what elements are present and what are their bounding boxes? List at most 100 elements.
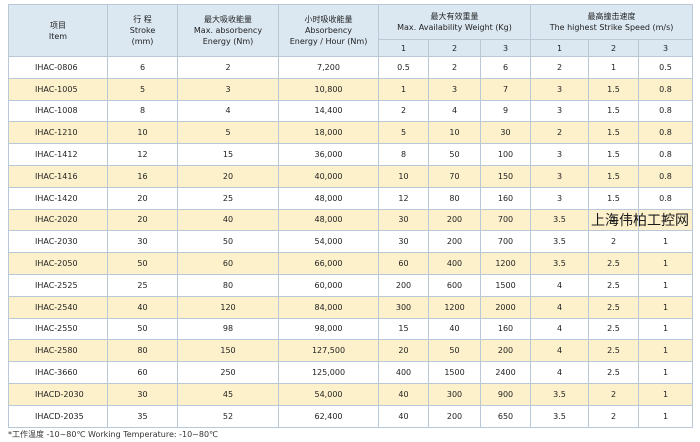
value-cell: 98,000 [278,317,379,341]
value-cell: 30 [378,230,429,254]
value-cell: 3.5 [530,404,590,428]
value-cell: 18,000 [278,121,379,145]
value-cell: 0.8 [638,164,694,188]
value-cell: 1 [638,382,694,406]
value-cell: 5 [107,77,178,101]
value-cell: 3 [530,164,590,188]
footnote: *工作温度 -10~80℃ Working Temperature: -10~8… [8,430,219,439]
subheader-cell: 3 [638,39,694,57]
value-cell: 1.5 [588,164,640,188]
value-cell: 2 [177,56,279,79]
header-line: (mm) [131,37,154,46]
header-cell: 最大有效重量 Max. Availability Weight (Kg) [377,4,532,40]
header-line: 项目 [50,20,66,30]
subheader-cell: 1 [530,39,590,57]
value-cell: 30 [479,121,532,145]
value-cell: 3.5 [530,382,590,406]
header-line: 行 程 [133,15,152,24]
value-cell: 4 [530,361,590,384]
value-cell: 50 [107,317,178,341]
value-cell: 1500 [479,273,532,297]
value-cell: 4 [530,295,590,319]
value-cell: 66,000 [278,252,379,275]
value-cell: 80 [107,339,178,363]
value-cell: 2 [530,121,590,145]
value-cell: 2 [588,382,640,406]
value-cell: 700 [479,208,532,232]
value-cell: 6 [107,56,178,79]
value-cell: 15 [177,143,279,166]
value-cell: 1 [588,56,640,79]
header-cell: 项目 Item [8,4,108,57]
header-line: Item [48,31,68,41]
value-cell: 6 [479,56,532,79]
value-cell: 50 [107,252,178,275]
item-cell: IHAC-1412 [8,143,108,166]
item-cell: IHAC-2540 [8,295,108,319]
item-cell: IHACD-2035 [8,404,108,428]
value-cell: 120 [177,295,279,319]
value-cell: 1 [378,77,429,101]
value-cell: 2.5 [588,273,640,297]
item-cell: IHAC-0806 [8,56,108,79]
header-line: Max. Availability Weight (Kg) [397,23,512,32]
value-cell: 2 [378,99,429,123]
table-row: IHAC-2050 50 60 66,000 60 400 1200 3.5 2.5 1 [8,252,694,275]
value-cell: 20 [107,186,178,210]
value-cell: 1 [638,404,694,428]
value-cell: 7,200 [278,56,379,79]
subheader-cell: 1 [378,39,429,57]
value-cell: 40 [378,382,429,406]
value-cell: 3 [530,77,590,101]
table-row: IHAC-1008 8 4 14,400 2 4 9 3 1.5 0.8 [8,99,694,123]
value-cell: 10 [107,121,178,145]
subheader-cell: 2 [588,39,640,57]
value-cell: 1200 [428,295,481,319]
value-cell: 125,000 [278,361,379,384]
subheader-cell: 2 [428,39,481,57]
value-cell: 45 [177,382,279,406]
table-row: IHAC-1210 10 5 18,000 5 10 30 2 1.5 0.8 [8,121,694,145]
value-cell: 60 [378,252,429,275]
value-cell: 5 [378,121,429,145]
value-cell: 160 [479,317,532,341]
value-cell: 40,000 [278,164,379,188]
value-cell: 1 [638,273,694,297]
value-cell: 0.5 [638,56,694,79]
item-cell: IHAC-2030 [8,230,108,254]
item-cell: IHACD-2030 [8,382,108,406]
value-cell: 1 [638,208,694,232]
table-row: IHAC-2020 20 40 48,000 30 200 700 3.5 2 1 [8,208,694,232]
value-cell: 4 [177,99,279,123]
value-cell: 0.5 [378,56,429,79]
value-cell: 20 [177,164,279,188]
item-cell: IHAC-1005 [8,77,108,101]
header-cell: 行 程 Stroke (mm) [107,4,178,57]
table-row: IHAC-0806 6 2 7,200 0.5 2 6 2 1 0.5 [8,56,694,79]
value-cell: 30 [107,230,178,254]
value-cell: 36,000 [278,143,379,166]
value-cell: 2 [588,230,640,254]
header-line: Absorbency [304,26,353,35]
item-cell: IHAC-1420 [8,186,108,210]
value-cell: 1 [638,317,694,341]
value-cell: 4 [530,273,590,297]
value-cell: 0.8 [638,186,694,210]
value-cell: 50 [428,339,481,363]
value-cell: 4 [530,317,590,341]
value-cell: 12 [107,143,178,166]
value-cell: 1.5 [588,186,640,210]
value-cell: 160 [479,186,532,210]
header-line: 小时吸收能量 [304,15,353,24]
header-cell: 最大吸收能量 Max. absorbency Energy (Nm) [177,4,279,57]
value-cell: 10 [428,121,481,145]
table-row: IHAC-2030 30 50 54,000 30 200 700 3.5 2 1 [8,230,694,254]
value-cell: 2.5 [588,252,640,275]
value-cell: 10 [378,164,429,188]
value-cell: 200 [378,273,429,297]
value-cell: 60 [177,252,279,275]
value-cell: 48,000 [278,208,379,232]
value-cell: 70 [428,164,481,188]
value-cell: 1 [638,361,694,384]
